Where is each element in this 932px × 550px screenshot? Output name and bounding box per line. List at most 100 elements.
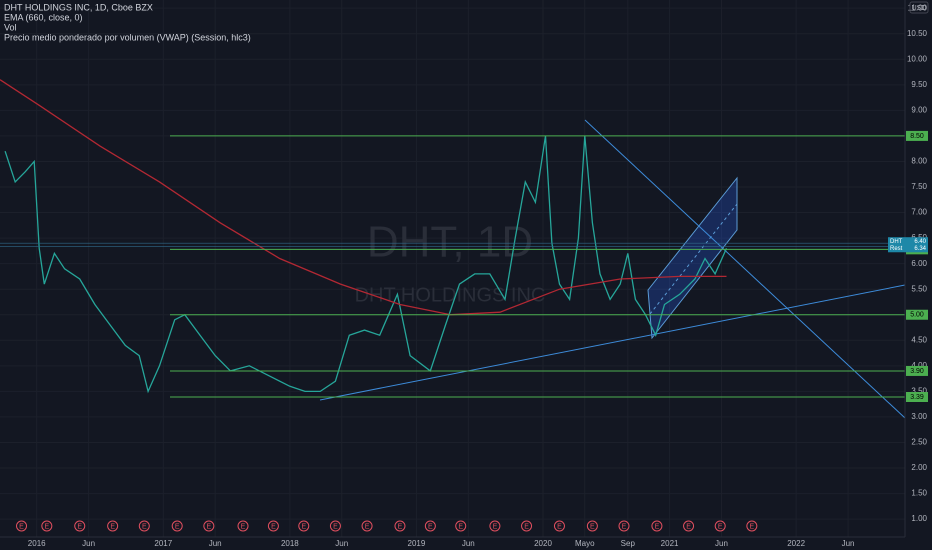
earnings-marker bbox=[746, 520, 758, 532]
y-tick-label: 7.50 bbox=[911, 182, 927, 191]
y-tick-label: 11.00 bbox=[908, 3, 928, 12]
x-tick-label: Jun bbox=[82, 539, 95, 548]
earnings-marker bbox=[424, 520, 436, 532]
earnings-marker bbox=[298, 520, 310, 532]
y-tick-label: 9.00 bbox=[911, 105, 927, 114]
earnings-marker bbox=[203, 520, 215, 532]
earnings-label: E bbox=[19, 523, 24, 530]
earnings-marker bbox=[714, 520, 726, 532]
price-tag bbox=[888, 244, 928, 253]
y-tick-label: 2.50 bbox=[911, 438, 927, 447]
axes: 1.00 1.50 2.00 2.50 3.00 3.50 4.00 4.50 5.00 5.50… bbox=[28, 3, 928, 548]
earnings-marker bbox=[267, 520, 279, 532]
earnings-label: E bbox=[622, 523, 627, 530]
level-label: 5.00 bbox=[910, 312, 924, 319]
y-tick-label: 10.50 bbox=[907, 29, 928, 38]
trend-line bbox=[584, 119, 906, 419]
x-tick-label: 2021 bbox=[661, 539, 679, 548]
level-label: 3.39 bbox=[910, 394, 924, 401]
earnings-marker bbox=[586, 520, 598, 532]
price-tag-label: 6.40 bbox=[914, 239, 926, 245]
earnings-marker bbox=[553, 520, 565, 532]
earnings-label: E bbox=[301, 523, 306, 530]
x-tick-label: Mayo bbox=[575, 539, 595, 548]
x-tick-label: Jun bbox=[842, 539, 855, 548]
watermark: DHT HOLDINGS INC bbox=[355, 284, 546, 306]
y-tick-label: 8.00 bbox=[911, 157, 927, 166]
x-tick-label: Jun bbox=[209, 539, 222, 548]
x-tick-label: Sep bbox=[621, 539, 636, 548]
level-tag bbox=[906, 392, 928, 403]
earnings-label: E bbox=[207, 523, 212, 530]
earnings-label: E bbox=[175, 523, 180, 530]
y-tick-label: 1.50 bbox=[911, 489, 927, 498]
y-tick-label: 1.00 bbox=[911, 514, 927, 523]
x-tick-label: 2018 bbox=[281, 539, 299, 548]
earnings-label: E bbox=[557, 523, 562, 530]
price-tag bbox=[888, 237, 928, 246]
currency: USD bbox=[912, 5, 927, 12]
earnings-marker bbox=[455, 520, 467, 532]
earnings-marker bbox=[74, 520, 86, 532]
earnings-label: E bbox=[686, 523, 691, 530]
earnings-marker bbox=[237, 520, 249, 532]
series-line bbox=[0, 79, 727, 316]
earnings-marker bbox=[329, 520, 341, 532]
y-tick-label: 9.50 bbox=[911, 80, 927, 89]
price-tag-name: Rest bbox=[890, 246, 903, 252]
channel-midline bbox=[649, 203, 738, 315]
earnings-label: E bbox=[142, 523, 147, 530]
price-axis bbox=[905, 0, 932, 550]
y-tick-label: 3.50 bbox=[911, 386, 927, 395]
earnings-marker bbox=[171, 520, 183, 532]
earnings-label: E bbox=[428, 523, 433, 530]
earnings-label: E bbox=[271, 523, 276, 530]
earnings-label: E bbox=[655, 523, 660, 530]
trend-line bbox=[319, 284, 906, 401]
x-tick-label: 2022 bbox=[787, 539, 805, 548]
earnings-marker bbox=[618, 520, 630, 532]
x-tick-label: Jun bbox=[715, 539, 728, 548]
watermark: DHT, 1D bbox=[367, 218, 533, 267]
earnings-marker bbox=[138, 520, 150, 532]
earnings-marker bbox=[16, 520, 28, 532]
earnings-label: E bbox=[44, 523, 49, 530]
earnings-marker bbox=[521, 520, 533, 532]
indicator-label: Precio medio ponderado por volumen (VWAP… bbox=[4, 32, 251, 42]
indicator-label: Vol bbox=[4, 22, 17, 32]
earnings-label: E bbox=[718, 523, 723, 530]
y-tick-label: 7.00 bbox=[911, 208, 927, 217]
earnings-label: E bbox=[524, 523, 529, 530]
earnings-marker bbox=[41, 520, 53, 532]
level-tag bbox=[906, 365, 928, 376]
x-tick-label: 2020 bbox=[534, 539, 552, 548]
chart-title: DHT HOLDINGS INC, 1D, Cboe BZX bbox=[4, 2, 153, 12]
x-tick-label: Jun bbox=[462, 539, 475, 548]
earnings-marker bbox=[361, 520, 373, 532]
y-tick-label: 4.50 bbox=[911, 335, 927, 344]
earnings-marker bbox=[683, 520, 695, 532]
earnings-label: E bbox=[590, 523, 595, 530]
y-tick-label: 2.00 bbox=[911, 463, 927, 472]
y-tick-label: 6.00 bbox=[911, 259, 927, 268]
earnings-label: E bbox=[365, 523, 370, 530]
earnings-marker bbox=[489, 520, 501, 532]
earnings-marker bbox=[394, 520, 406, 532]
level-label: 8.50 bbox=[910, 133, 924, 140]
indicator-label: EMA (660, close, 0) bbox=[4, 12, 83, 22]
currency-box[interactable] bbox=[909, 1, 929, 14]
x-tick-label: 2019 bbox=[408, 539, 426, 548]
level-tag bbox=[906, 130, 928, 141]
earnings-marker bbox=[651, 520, 663, 532]
x-tick-label: Jun bbox=[335, 539, 348, 548]
earnings-label: E bbox=[458, 523, 463, 530]
x-tick-label: 2017 bbox=[154, 539, 172, 548]
price-tag-name: DHT bbox=[890, 239, 903, 245]
y-tick-label: 4.00 bbox=[911, 361, 927, 370]
level-label: 3.90 bbox=[910, 368, 924, 375]
x-tick-label: 2016 bbox=[28, 539, 46, 548]
level-tag bbox=[906, 309, 928, 320]
earnings-label: E bbox=[750, 523, 755, 530]
